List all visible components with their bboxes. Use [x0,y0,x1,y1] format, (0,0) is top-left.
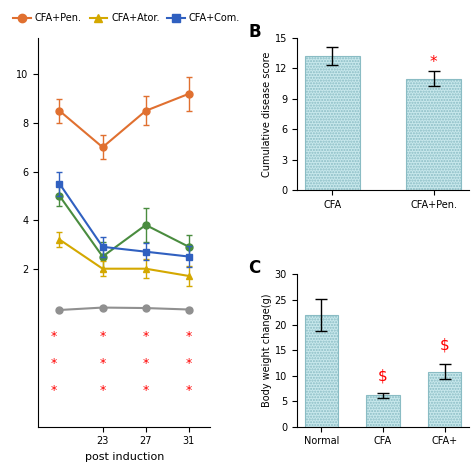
Text: *: * [100,357,106,370]
Bar [406,79,461,191]
Text: *: * [186,330,192,343]
Text: *: * [51,357,57,370]
Bar [366,395,400,427]
Y-axis label: Body weight change(g): Body weight change(g) [262,293,272,407]
Text: *: * [100,330,106,343]
Text: *: * [430,55,438,71]
Bar [428,372,461,427]
Text: C: C [248,259,261,277]
Y-axis label: Cumulative disease score: Cumulative disease score [262,52,272,177]
Text: *: * [143,330,149,343]
Text: B: B [248,23,261,41]
Text: $: $ [439,338,449,353]
Text: *: * [186,357,192,370]
Text: *: * [143,357,149,370]
Bar [305,56,360,191]
Text: *: * [51,330,57,343]
Legend: CFA+Pen., CFA+Ator., CFA+Com.: CFA+Pen., CFA+Ator., CFA+Com. [9,9,244,27]
X-axis label: post induction: post induction [84,452,164,462]
Text: *: * [186,383,192,397]
Text: $: $ [378,368,388,383]
Text: *: * [143,383,149,397]
Text: *: * [51,383,57,397]
Bar [305,315,338,427]
Text: *: * [100,383,106,397]
